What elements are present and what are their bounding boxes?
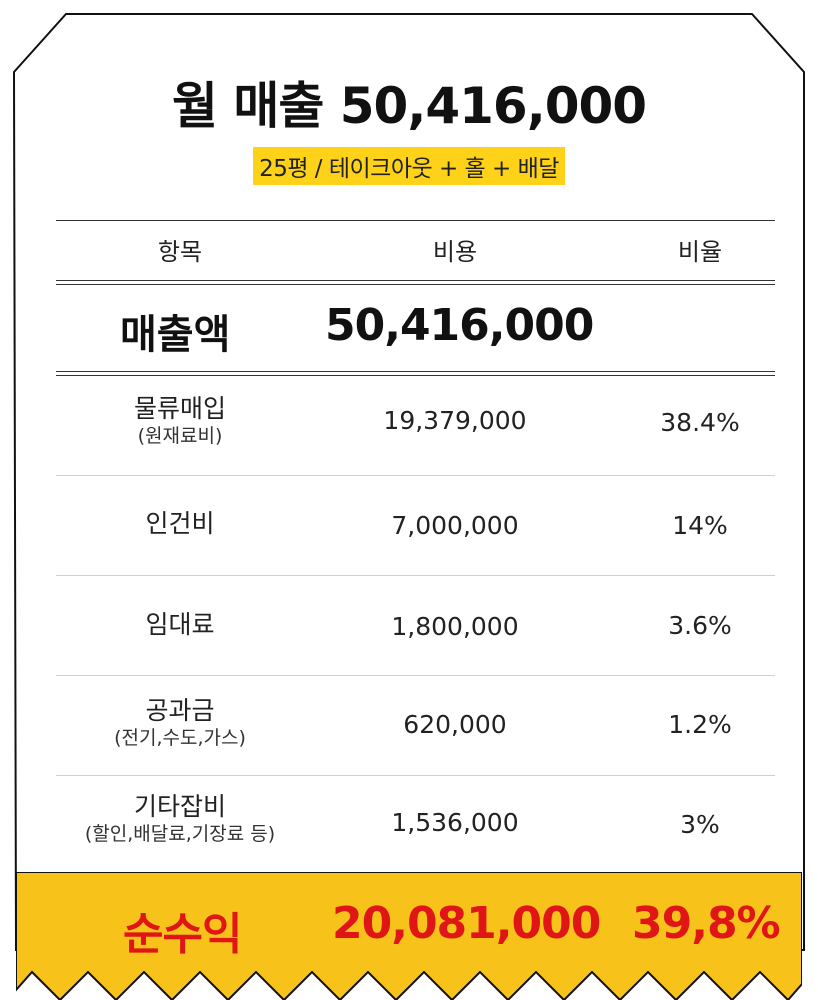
row-label: 물류매입 xyxy=(133,394,226,423)
row-label: 기타잡비 xyxy=(133,792,226,821)
table-row-name: 인건비 xyxy=(40,509,320,539)
row-divider xyxy=(56,575,775,576)
row-sublabel: (전기,수도,가스) xyxy=(114,727,246,749)
row-ratio: 14% xyxy=(672,511,728,540)
table-top-rule xyxy=(56,220,775,221)
row-cost: 620,000 xyxy=(403,710,507,739)
profit-band xyxy=(16,872,802,1000)
row-ratio: 3.6% xyxy=(668,611,732,640)
table-row-name: 물류매입 (원재료비) xyxy=(40,394,320,448)
profit-value: 20,081,000 xyxy=(332,898,601,949)
row-cost: 19,379,000 xyxy=(383,406,527,435)
revenue-value: 50,416,000 xyxy=(325,300,594,351)
row-label: 임대료 xyxy=(145,610,215,639)
row-sublabel: (원재료비) xyxy=(137,425,223,447)
row-ratio: 3% xyxy=(680,810,720,839)
table-row-name: 공과금 (전기,수도,가스) xyxy=(40,696,320,750)
subtitle-highlight: 25평 / 테이크아웃 + 홀 + 배달 xyxy=(253,147,565,185)
row-divider xyxy=(56,775,775,776)
row-sublabel: (할인,배달료,기장료 등) xyxy=(84,823,276,845)
header-ratio: 비율 xyxy=(677,238,723,266)
row-divider xyxy=(56,675,775,676)
zigzag-band-shape xyxy=(16,872,802,1000)
row-cost: 1,800,000 xyxy=(391,612,519,641)
revenue-label: 매출액 xyxy=(120,312,231,358)
profit-label: 순수익 xyxy=(123,909,242,960)
row-ratio: 1.2% xyxy=(668,710,732,739)
table-row-name: 기타잡비 (할인,배달료,기장료 등) xyxy=(40,792,320,846)
profit-ratio: 39,8% xyxy=(632,898,781,949)
table-row-name: 임대료 xyxy=(40,610,320,640)
row-label: 인건비 xyxy=(145,509,215,538)
page-title: 월 매출 50,416,000 xyxy=(171,77,647,135)
row-cost: 7,000,000 xyxy=(391,511,519,540)
row-ratio: 38.4% xyxy=(660,408,740,437)
header-double-rule xyxy=(56,280,775,285)
header-item: 항목 xyxy=(157,238,203,266)
header-cost: 비용 xyxy=(432,238,478,266)
row-label: 공과금 xyxy=(145,696,215,725)
row-divider xyxy=(56,475,775,476)
revenue-double-rule xyxy=(56,371,775,376)
row-cost: 1,536,000 xyxy=(391,808,519,837)
